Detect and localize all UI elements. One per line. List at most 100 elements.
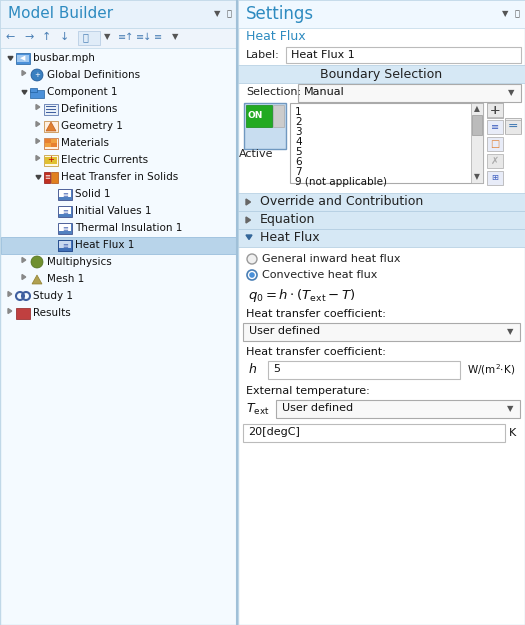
Text: 20[degC]: 20[degC]	[248, 427, 300, 437]
Bar	[51, 172, 58, 183]
Polygon shape	[8, 309, 12, 314]
Text: ≡↑: ≡↑	[118, 32, 134, 42]
Circle shape	[247, 270, 257, 280]
Circle shape	[31, 69, 43, 81]
Text: Definitions: Definitions	[61, 104, 118, 114]
Text: ON: ON	[247, 111, 262, 121]
Bar	[243, 323, 520, 341]
Text: Boundary Selection: Boundary Selection	[320, 68, 442, 81]
Bar	[487, 154, 503, 168]
Text: ⊞: ⊞	[491, 174, 499, 182]
Bar	[243, 424, 505, 442]
Text: Solid 1: Solid 1	[75, 189, 110, 199]
Bar	[286, 47, 521, 63]
Text: ▼: ▼	[172, 32, 179, 41]
Text: 5: 5	[295, 147, 302, 157]
Text: Results: Results	[33, 308, 71, 318]
Bar	[238, 193, 525, 211]
Text: $T_{\rm ext}$: $T_{\rm ext}$	[246, 401, 269, 416]
Text: User defined: User defined	[249, 326, 320, 336]
Text: ≡: ≡	[62, 226, 68, 232]
Text: −: −	[508, 121, 518, 134]
Text: External temperature:: External temperature:	[246, 386, 370, 396]
Polygon shape	[46, 122, 56, 131]
Polygon shape	[36, 104, 40, 109]
Text: ▼: ▼	[214, 9, 220, 19]
Text: 👁: 👁	[82, 32, 88, 42]
Bar	[246, 105, 272, 127]
Circle shape	[249, 272, 255, 278]
Text: User defined: User defined	[282, 403, 353, 413]
Bar	[59, 207, 71, 214]
Text: Heat Transfer in Solids: Heat Transfer in Solids	[61, 172, 179, 182]
Text: Electric Currents: Electric Currents	[61, 155, 148, 165]
Text: Heat Flux 1: Heat Flux 1	[291, 50, 355, 60]
Bar	[58, 189, 72, 200]
Polygon shape	[36, 121, 40, 126]
Bar	[51, 143, 57, 147]
Text: ▼: ▼	[104, 32, 110, 41]
Text: W/(m$^2$$\cdot$K): W/(m$^2$$\cdot$K)	[467, 362, 515, 378]
Text: Mesh 1: Mesh 1	[47, 274, 84, 284]
Polygon shape	[22, 71, 26, 76]
Text: ≡: ≡	[44, 174, 50, 180]
Text: Equation: Equation	[260, 213, 316, 226]
Bar	[238, 211, 525, 229]
Polygon shape	[36, 139, 40, 144]
Text: Global Definitions: Global Definitions	[47, 70, 140, 80]
Bar	[46, 109, 56, 110]
Text: ▼: ▼	[507, 328, 513, 336]
Text: $q_0 = h \cdot (T_{\rm ext} - T)$: $q_0 = h \cdot (T_{\rm ext} - T)$	[248, 286, 355, 304]
Bar	[59, 241, 71, 248]
Text: Override and Contribution: Override and Contribution	[260, 195, 423, 208]
Text: Study 1: Study 1	[33, 291, 73, 301]
Text: 7: 7	[295, 167, 302, 177]
Bar	[238, 65, 525, 83]
Bar	[238, 229, 525, 247]
Text: Multiphysics: Multiphysics	[47, 257, 112, 267]
Polygon shape	[22, 274, 26, 279]
Bar	[16, 308, 30, 319]
Bar	[59, 241, 71, 248]
Bar	[290, 103, 483, 183]
Bar	[487, 103, 503, 118]
Text: ▼: ▼	[502, 9, 508, 19]
Text: 3: 3	[295, 127, 302, 137]
Bar	[244, 103, 286, 149]
Bar	[1, 237, 236, 254]
Bar	[471, 103, 483, 183]
Polygon shape	[246, 217, 250, 223]
Bar	[298, 84, 521, 102]
Bar	[238, 0, 525, 28]
Bar	[273, 105, 284, 127]
Text: Manual: Manual	[304, 87, 345, 97]
Bar	[17, 55, 29, 62]
Bar	[45, 157, 57, 164]
Bar	[58, 240, 72, 251]
Text: Geometry 1: Geometry 1	[61, 121, 123, 131]
Bar	[487, 103, 503, 117]
Text: →: →	[24, 32, 34, 42]
Text: Active: Active	[239, 149, 273, 159]
Text: ≡: ≡	[491, 122, 499, 132]
Polygon shape	[22, 258, 26, 262]
Text: Convective heat flux: Convective heat flux	[262, 270, 377, 280]
Bar	[268, 361, 460, 379]
Bar	[0, 0, 237, 625]
Bar	[16, 53, 30, 64]
Text: 5: 5	[273, 364, 280, 374]
Bar	[51, 139, 57, 143]
Text: ▲: ▲	[474, 104, 480, 114]
Bar	[44, 104, 58, 115]
Text: ↑: ↑	[42, 32, 51, 42]
Text: ↓: ↓	[60, 32, 69, 42]
Circle shape	[31, 256, 43, 268]
Text: ≡: ≡	[62, 192, 68, 198]
Text: ◀: ◀	[20, 55, 26, 61]
Text: ≡↓: ≡↓	[136, 32, 152, 42]
Bar	[30, 88, 37, 92]
Text: K: K	[509, 428, 517, 438]
Text: +: +	[490, 104, 500, 116]
Bar	[238, 0, 525, 625]
Bar	[44, 138, 58, 149]
